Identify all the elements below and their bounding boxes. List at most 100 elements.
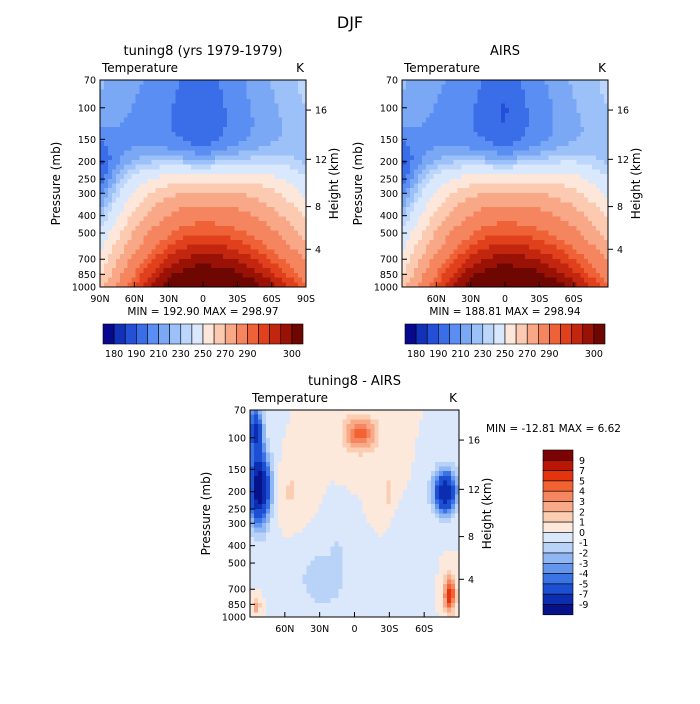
- heatmap-cell: [223, 268, 228, 273]
- heatmap-cell: [406, 122, 411, 127]
- heatmap-cell: [167, 263, 172, 268]
- heatmap-cell: [203, 216, 208, 221]
- heatmap-cell: [250, 570, 255, 575]
- heatmap-cell: [219, 136, 224, 141]
- heatmap-cell: [446, 263, 451, 268]
- heatmap-cell: [132, 235, 137, 240]
- heatmap-cell: [120, 155, 125, 160]
- heatmap-cell: [525, 212, 530, 217]
- heatmap-cell: [175, 160, 180, 165]
- heatmap-cell: [450, 160, 455, 165]
- heatmap-cell: [592, 254, 597, 259]
- heatmap-cell: [521, 85, 526, 90]
- heatmap-cell: [434, 80, 439, 85]
- heatmap-cell: [442, 146, 447, 151]
- heatmap-cell: [167, 146, 172, 151]
- heatmap-cell: [596, 155, 601, 160]
- heatmap-cell: [473, 104, 478, 109]
- heatmap-cell: [219, 249, 224, 254]
- heatmap-cell: [560, 108, 565, 113]
- heatmap-cell: [418, 118, 423, 123]
- heatmap-cell: [112, 94, 117, 99]
- heatmap-cell: [159, 80, 164, 85]
- heatmap-cell: [465, 89, 470, 94]
- heatmap-cell: [481, 155, 486, 160]
- heatmap-cell: [140, 169, 145, 174]
- heatmap-cell: [572, 188, 577, 193]
- heatmap-cell: [541, 151, 546, 156]
- heatmap-cell: [557, 188, 562, 193]
- heatmap-cell: [223, 80, 228, 85]
- heatmap-cell: [564, 278, 569, 283]
- heatmap-cell: [258, 415, 263, 420]
- heatmap-cell: [274, 221, 279, 226]
- heatmap-cell: [473, 113, 478, 118]
- y-tick-label: 70: [386, 76, 398, 87]
- heatmap-cell: [250, 537, 255, 542]
- heatmap-cell: [529, 122, 534, 127]
- heatmap-cell: [243, 141, 248, 146]
- heatmap-cell: [545, 254, 550, 259]
- colorbar-swatch: [505, 324, 516, 344]
- heatmap-cell: [199, 85, 204, 90]
- heatmap-cell: [450, 99, 455, 104]
- heatmap-cell: [588, 146, 593, 151]
- heatmap-cell: [112, 155, 117, 160]
- heatmap-cell: [282, 278, 287, 283]
- heatmap-cell: [497, 141, 502, 146]
- heatmap-cell: [450, 188, 455, 193]
- heatmap-cell: [136, 207, 141, 212]
- heatmap-cell: [414, 193, 419, 198]
- heatmap-cell: [564, 216, 569, 221]
- heatmap-cell: [191, 151, 196, 156]
- heatmap-cell: [258, 593, 263, 598]
- heatmap-cell: [457, 240, 462, 245]
- heatmap-cell: [533, 122, 538, 127]
- heatmap-cell: [254, 499, 259, 504]
- heatmap-cell: [422, 268, 427, 273]
- heatmap-cell: [465, 188, 470, 193]
- heatmap-cell: [533, 212, 538, 217]
- heatmap-cell: [163, 263, 168, 268]
- heatmap-cell: [251, 165, 256, 170]
- heatmap-cell: [525, 221, 530, 226]
- heatmap-cell: [537, 268, 542, 273]
- heatmap-cell: [254, 457, 259, 462]
- heatmap-cell: [140, 198, 145, 203]
- heatmap-cell: [262, 165, 267, 170]
- heatmap-cell: [553, 127, 558, 132]
- heatmap-cell: [108, 221, 113, 226]
- heatmap-cell: [505, 188, 510, 193]
- heatmap-cell: [286, 245, 291, 250]
- heatmap-cell: [231, 169, 236, 174]
- heatmap-cell: [513, 169, 518, 174]
- heatmap-cell: [199, 254, 204, 259]
- heatmap-cell: [505, 184, 510, 189]
- heatmap-cell: [418, 151, 423, 156]
- heatmap-cell: [461, 104, 466, 109]
- heatmap-cell: [128, 184, 133, 189]
- heatmap-cell: [501, 89, 506, 94]
- heatmap-cell: [171, 151, 176, 156]
- heatmap-cell: [235, 259, 240, 264]
- heatmap-cell: [576, 207, 581, 212]
- heatmap-cell: [155, 184, 160, 189]
- heatmap-cell: [588, 245, 593, 250]
- heatmap-cell: [203, 221, 208, 226]
- colorbar-label: 230: [474, 349, 492, 360]
- heatmap-cell: [219, 160, 224, 165]
- heatmap-cell: [529, 85, 534, 90]
- heatmap-cell: [124, 216, 129, 221]
- heatmap-cell: [120, 118, 125, 123]
- heatmap-cell: [128, 259, 133, 264]
- heatmap-cell: [266, 523, 271, 528]
- heatmap-cell: [533, 174, 538, 179]
- heatmap-cell: [104, 80, 109, 85]
- heatmap-cell: [549, 184, 554, 189]
- y2-tick-label: 4: [315, 245, 321, 256]
- heatmap-cell: [124, 118, 129, 123]
- colorbar-swatch: [438, 324, 449, 344]
- heatmap-cell: [120, 184, 125, 189]
- heatmap-cell: [148, 132, 153, 137]
- heatmap-cell: [251, 221, 256, 226]
